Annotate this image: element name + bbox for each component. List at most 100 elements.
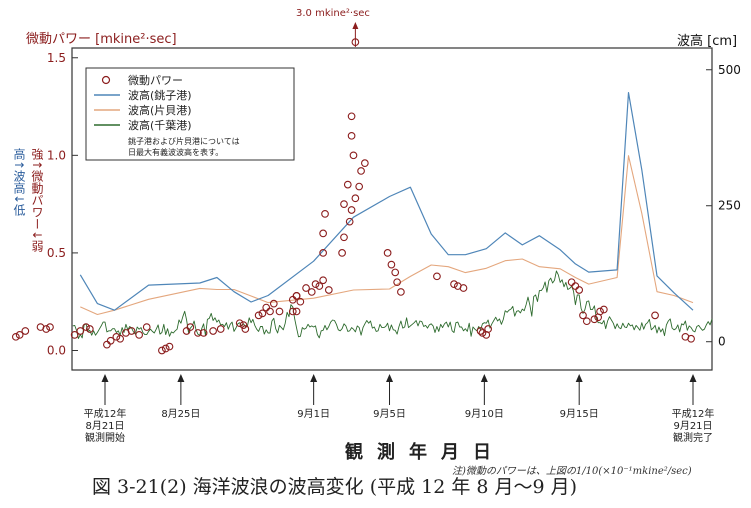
data-point-power bbox=[478, 329, 487, 337]
data-point-power bbox=[241, 325, 250, 333]
legend-item-label: 波高(銚子港) bbox=[128, 88, 192, 102]
micro-power-vertical-label: 強↑微動パワー↓弱 bbox=[30, 148, 44, 253]
data-point-power bbox=[296, 297, 305, 306]
data-point-power bbox=[158, 346, 166, 355]
series-line-chiba bbox=[72, 270, 713, 339]
figure-caption: 図 3-21(2) 海洋波浪の波高変化 (平成 12 年 8 月〜9 月) bbox=[92, 476, 578, 498]
data-point-power bbox=[340, 200, 348, 208]
data-point-power bbox=[383, 249, 392, 257]
data-point-power bbox=[651, 311, 659, 320]
x-tick-label: 9月15日 bbox=[560, 408, 599, 420]
data-point-power bbox=[15, 331, 24, 339]
data-point-power bbox=[351, 194, 360, 203]
left-axis-title: 微動パワー [mkine²·sec] bbox=[26, 32, 177, 47]
data-point-power bbox=[357, 167, 365, 175]
right-tick-label: 500 bbox=[718, 63, 741, 77]
x-tick-label: 9月10日 bbox=[465, 408, 504, 420]
data-point-power bbox=[302, 284, 310, 292]
data-point-power bbox=[319, 229, 327, 238]
data-point-power bbox=[82, 323, 90, 331]
data-point-power bbox=[194, 329, 202, 337]
x-tick-label: 平成12年 bbox=[84, 407, 127, 420]
data-point-power bbox=[239, 321, 248, 329]
data-point-power bbox=[269, 299, 278, 308]
right-tick-label: 0 bbox=[718, 335, 726, 349]
data-point-power bbox=[687, 334, 695, 343]
plot-frame bbox=[71, 47, 713, 371]
x-tick-arrow-head bbox=[177, 374, 185, 382]
data-point-power bbox=[459, 284, 468, 292]
data-point-power bbox=[288, 307, 297, 316]
data-point-power bbox=[106, 336, 115, 345]
data-point-power bbox=[235, 319, 244, 328]
data-point-power bbox=[571, 282, 580, 290]
data-point-power bbox=[387, 260, 396, 269]
x-tick-label: 観測完了 bbox=[673, 431, 713, 444]
legend-item-label: 波高(千葉港) bbox=[128, 118, 192, 132]
x-tick-arrow-head bbox=[575, 374, 583, 382]
data-point-power bbox=[262, 303, 271, 312]
data-point-power bbox=[266, 307, 274, 316]
x-tick-label: 8月21日 bbox=[85, 420, 124, 432]
data-point-power bbox=[345, 217, 354, 226]
right-tick-label: 250 bbox=[718, 199, 741, 213]
data-point-power bbox=[292, 307, 301, 316]
legend-box bbox=[85, 67, 295, 161]
data-point-power bbox=[307, 288, 316, 296]
data-point-power bbox=[127, 327, 136, 335]
data-point-power bbox=[70, 331, 79, 339]
data-point-power bbox=[275, 307, 284, 316]
data-point-power bbox=[199, 329, 208, 337]
data-point-power bbox=[567, 278, 576, 287]
data-point-power bbox=[347, 206, 356, 214]
x-tick-arrow-head bbox=[689, 374, 697, 382]
data-point-power bbox=[76, 327, 85, 335]
data-point-power bbox=[186, 323, 195, 331]
data-point-power bbox=[324, 286, 333, 294]
data-point-power bbox=[600, 305, 608, 314]
data-point-power bbox=[142, 323, 151, 331]
data-point-power bbox=[21, 327, 30, 335]
footnote: 注)微動のパワーは、上図の1/10(×10⁻¹mkine²/sec) bbox=[452, 466, 692, 477]
data-point-power bbox=[209, 327, 217, 335]
data-point-power bbox=[12, 332, 20, 341]
data-point-power bbox=[579, 311, 587, 320]
x-tick-label: 平成12年 bbox=[672, 407, 715, 420]
data-point-power bbox=[254, 311, 263, 320]
x-tick-arrow-head bbox=[386, 374, 394, 382]
data-point-power bbox=[116, 334, 125, 343]
data-point-power bbox=[343, 180, 352, 189]
legend-item-label: 波高(片貝港) bbox=[128, 103, 192, 117]
left-tick-label: 1.5 bbox=[47, 51, 66, 65]
legend-marker-power bbox=[101, 75, 111, 85]
data-point-power bbox=[161, 344, 170, 353]
x-tick-arrow-head bbox=[101, 374, 109, 382]
data-point-power bbox=[590, 315, 599, 324]
data-point-power bbox=[135, 331, 143, 339]
data-point-power bbox=[321, 210, 329, 218]
data-point-power bbox=[319, 249, 327, 257]
data-point-power bbox=[450, 280, 458, 288]
x-tick-label: 9月1日 bbox=[297, 408, 330, 420]
data-point-power bbox=[311, 280, 320, 288]
data-point-power bbox=[347, 112, 356, 121]
peak-arrow-head bbox=[352, 22, 359, 29]
data-point-power bbox=[315, 282, 324, 290]
data-point-power bbox=[433, 272, 441, 281]
data-point-power bbox=[355, 182, 364, 191]
x-tick-label: 9月21日 bbox=[673, 420, 712, 432]
series-line-katakai bbox=[80, 155, 694, 316]
data-point-power bbox=[103, 340, 111, 349]
series-line-choshi bbox=[79, 91, 694, 311]
legend-note: 銚子港および片貝港については bbox=[128, 136, 240, 146]
data-point-power bbox=[112, 332, 121, 341]
data-point-power bbox=[319, 276, 327, 285]
data-point-power bbox=[292, 291, 301, 300]
data-point-power bbox=[258, 309, 267, 318]
x-tick-label: 観測開始 bbox=[85, 431, 125, 444]
x-tick-label: 8月25日 bbox=[161, 408, 200, 420]
data-point-power bbox=[575, 286, 584, 294]
legend-note: 日最大有義波波高を表す。 bbox=[128, 147, 223, 157]
data-point-power bbox=[484, 325, 492, 333]
